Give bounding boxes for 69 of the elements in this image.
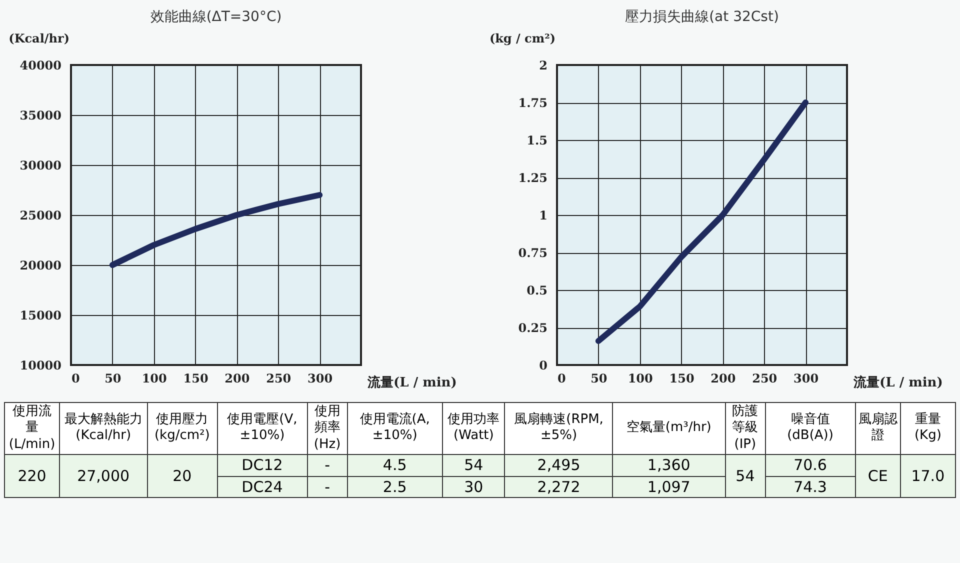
y-tick-label: 1.25 [518, 171, 548, 185]
x-tick-label: 100 [142, 372, 167, 386]
text: 防護等級(IP) [725, 402, 766, 454]
text: 空氣量(m³/hr) [612, 402, 726, 454]
text: 70.6 [765, 454, 856, 476]
text: 風扇認證 [855, 402, 900, 454]
x-tick-label: 50 [104, 372, 122, 386]
y-axis-title: (kg / cm²) [489, 32, 556, 46]
text: 2,272 [504, 476, 613, 498]
text: 風扇轉速(RPM,±5%) [504, 402, 613, 454]
text: 30 [442, 476, 505, 498]
text: 1,097 [612, 476, 726, 498]
text: 最大解熱能力(Kcal/hr) [60, 402, 148, 454]
text: 54 [725, 454, 766, 498]
text: 重量(Kg) [900, 402, 956, 454]
x-tick-label: 50 [590, 372, 608, 386]
x-tick-label: 300 [308, 372, 333, 386]
y-tick-label: 2 [539, 58, 548, 72]
y-tick-label: 10000 [20, 358, 62, 372]
y-tick-label: 15000 [20, 308, 62, 322]
y-tick-label: 0.5 [526, 284, 548, 298]
x-axis-title: 流量(L / min) [366, 374, 457, 390]
chart-title: 壓力損失曲線(at 32Cst) [625, 9, 779, 25]
y-tick-label: 0.75 [518, 246, 548, 260]
x-axis-title: 流量(L / min) [852, 374, 943, 390]
chart-title: 效能曲線(ΔT=30°C) [150, 9, 282, 25]
x-tick-label: 250 [752, 372, 778, 386]
y-tick-label: 40000 [20, 58, 62, 72]
text: DC12 [217, 454, 308, 476]
y-tick-label: 0.25 [518, 321, 548, 335]
text: 4.5 [347, 454, 442, 476]
y-tick-label: 0 [539, 358, 548, 372]
text: 27,000 [60, 454, 148, 498]
text: 使用電流(A,±10%) [347, 402, 442, 454]
y-tick-label: 1.75 [518, 96, 548, 110]
y-axis-title: (Kcal/hr) [8, 32, 70, 46]
text: 2,495 [504, 454, 613, 476]
x-tick-label: 250 [266, 372, 292, 386]
text: 74.3 [765, 476, 856, 498]
text: 54 [442, 454, 505, 476]
y-tick-label: 1.5 [526, 134, 548, 148]
x-tick-label: 0 [558, 372, 566, 386]
x-tick-label: 150 [183, 372, 208, 386]
x-tick-label: 0 [72, 372, 80, 386]
y-tick-label: 1 [539, 208, 548, 222]
y-tick-label: 30000 [20, 158, 62, 172]
y-tick-label: 20000 [20, 258, 62, 272]
text: 220 [4, 454, 60, 498]
text: 2.5 [347, 476, 442, 498]
x-tick-label: 200 [710, 372, 736, 386]
x-tick-label: 300 [794, 372, 819, 386]
text: 使用功率(Watt) [442, 402, 505, 454]
y-tick-label: 35000 [20, 108, 62, 122]
text: 20 [147, 454, 218, 498]
y-tick-label: 25000 [20, 208, 62, 222]
text: 1,360 [612, 454, 726, 476]
x-tick-label: 200 [224, 372, 250, 386]
text: 17.0 [900, 454, 956, 498]
text: 使用頻率(Hz) [307, 402, 348, 454]
text: DC24 [217, 476, 308, 498]
text: 使用電壓(V,±10%) [217, 402, 308, 454]
text: - [307, 454, 348, 476]
text: 使用壓力(kg/cm²) [147, 402, 218, 454]
text: 使用流量(L/min) [4, 402, 60, 454]
text: 噪音值(dB(A)) [765, 402, 856, 454]
x-tick-label: 100 [628, 372, 653, 386]
x-tick-label: 150 [669, 372, 694, 386]
text: - [307, 476, 348, 498]
text: CE [855, 454, 900, 498]
